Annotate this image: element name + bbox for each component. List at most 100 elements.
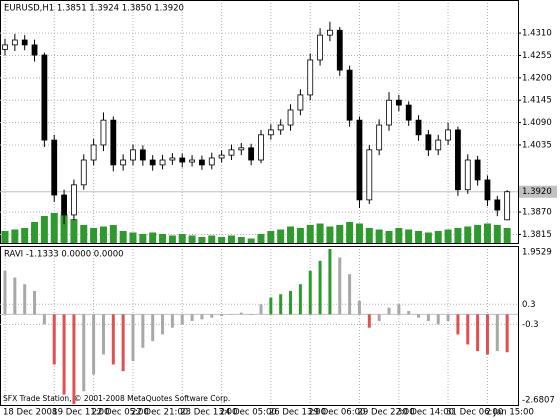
y-tick-label: 1.4255 bbox=[522, 51, 552, 61]
candle-body bbox=[386, 99, 392, 126]
ravi-bar bbox=[407, 310, 411, 315]
candle-body bbox=[238, 147, 245, 151]
last-price-label: 1.3920 bbox=[522, 187, 552, 197]
volume-bar bbox=[454, 228, 462, 243]
x-tick-label: 22 Dec 21:00 bbox=[131, 408, 188, 418]
candle-body bbox=[208, 157, 215, 166]
volume-bar bbox=[336, 225, 344, 243]
candle-body bbox=[2, 44, 8, 50]
y2-limit-label: -2.6807 bbox=[522, 396, 555, 406]
ravi-bar bbox=[348, 274, 352, 315]
candle-body bbox=[11, 39, 18, 46]
volume-bar bbox=[444, 229, 452, 243]
y-tick-label: 1.3870 bbox=[522, 208, 552, 218]
volume-bar bbox=[198, 237, 206, 243]
x-tick-label: 30 Dec 14:00 bbox=[397, 408, 454, 418]
volume-bar bbox=[159, 234, 167, 243]
ravi-bar bbox=[72, 314, 76, 404]
candle-body bbox=[130, 149, 136, 161]
ravi-bar bbox=[417, 314, 421, 318]
volume-bar bbox=[257, 234, 265, 243]
volume-bar bbox=[178, 234, 186, 243]
candle-body bbox=[346, 69, 353, 121]
candle-body bbox=[189, 159, 195, 163]
ravi-bar bbox=[131, 314, 135, 362]
ravi-bar bbox=[397, 304, 401, 315]
y-tick-label: 1.3815 bbox=[522, 230, 552, 240]
candle-body bbox=[356, 119, 363, 201]
ravi-bar bbox=[485, 314, 489, 355]
candle-body bbox=[297, 94, 304, 111]
ravi-bar bbox=[82, 314, 86, 392]
ravi-bar bbox=[23, 284, 27, 315]
ravi-bar bbox=[200, 314, 204, 320]
ravi-bar bbox=[456, 314, 460, 335]
candle-body bbox=[169, 157, 176, 161]
volume-bar bbox=[80, 225, 88, 243]
y-tick-label: 1.4200 bbox=[522, 73, 552, 83]
volume-bar bbox=[227, 235, 235, 243]
volume-bar bbox=[277, 229, 285, 243]
ravi-bar bbox=[446, 314, 450, 322]
ravi-bar bbox=[180, 314, 184, 325]
x-tick-label: 2 Jan 15:00 bbox=[485, 408, 533, 418]
volume-bar bbox=[424, 232, 432, 243]
volume-bar bbox=[40, 216, 48, 243]
volume-bar bbox=[267, 231, 275, 243]
volume-bar bbox=[218, 237, 226, 243]
marks bbox=[1, 21, 511, 404]
candle-body bbox=[61, 194, 67, 216]
y-tick-label: 1.4035 bbox=[522, 140, 552, 150]
volume-bar bbox=[395, 228, 403, 243]
candle-body bbox=[415, 119, 422, 136]
ravi-bar bbox=[476, 314, 480, 352]
x-tick-label: 26 Dec 13:00 bbox=[269, 408, 326, 418]
volume-bar bbox=[405, 229, 413, 243]
ravi-bar bbox=[387, 307, 391, 315]
volume-bar bbox=[493, 225, 501, 243]
ravi-bar bbox=[318, 260, 322, 315]
y2-tick-label: -0.3 bbox=[522, 320, 539, 330]
y2-limit-label: 1.9529 bbox=[522, 248, 552, 258]
ravi-bar bbox=[229, 314, 233, 315]
ravi-bar bbox=[13, 277, 17, 315]
x-tick-label: 24 Dec 05:00 bbox=[220, 408, 277, 418]
ravi-bar bbox=[220, 314, 224, 316]
ravi-bar bbox=[52, 314, 56, 365]
ravi-bar bbox=[33, 290, 37, 315]
x-tick-label: 18 Dec 2008 bbox=[3, 408, 57, 418]
ravi-bar bbox=[259, 304, 263, 315]
ravi-bar bbox=[141, 314, 145, 348]
ravi-bar bbox=[298, 284, 302, 315]
ravi-bar bbox=[279, 294, 283, 315]
volume-bar bbox=[188, 235, 196, 243]
candle-body bbox=[464, 159, 471, 191]
volume-bar bbox=[70, 219, 78, 243]
ravi-bar bbox=[436, 314, 440, 325]
ravi-bar bbox=[466, 314, 470, 345]
ravi-bar bbox=[3, 270, 7, 315]
candle-body bbox=[258, 134, 264, 161]
volume-bar bbox=[503, 228, 511, 243]
y-tick-label: 1.4090 bbox=[522, 118, 552, 128]
volume-bar bbox=[483, 223, 491, 243]
volume-bar bbox=[168, 235, 176, 243]
candle-body bbox=[327, 29, 333, 36]
y2-tick-label: 0.3 bbox=[522, 300, 536, 310]
candle-body bbox=[435, 139, 442, 151]
candle-body bbox=[307, 59, 314, 96]
candle-body bbox=[159, 159, 166, 166]
ravi-bar bbox=[210, 314, 214, 318]
ravi-bar bbox=[377, 314, 381, 322]
candle-body bbox=[455, 129, 461, 191]
volume-bar bbox=[129, 232, 137, 243]
candle-body bbox=[366, 149, 373, 201]
x-tick-label: 23 Dec 13:00 bbox=[180, 408, 237, 418]
volume-bar bbox=[149, 232, 157, 243]
candle-body bbox=[484, 179, 491, 201]
candle-body bbox=[395, 99, 402, 106]
ravi-bar bbox=[161, 314, 165, 335]
volume-bar bbox=[21, 228, 29, 243]
candle-body bbox=[120, 159, 127, 166]
